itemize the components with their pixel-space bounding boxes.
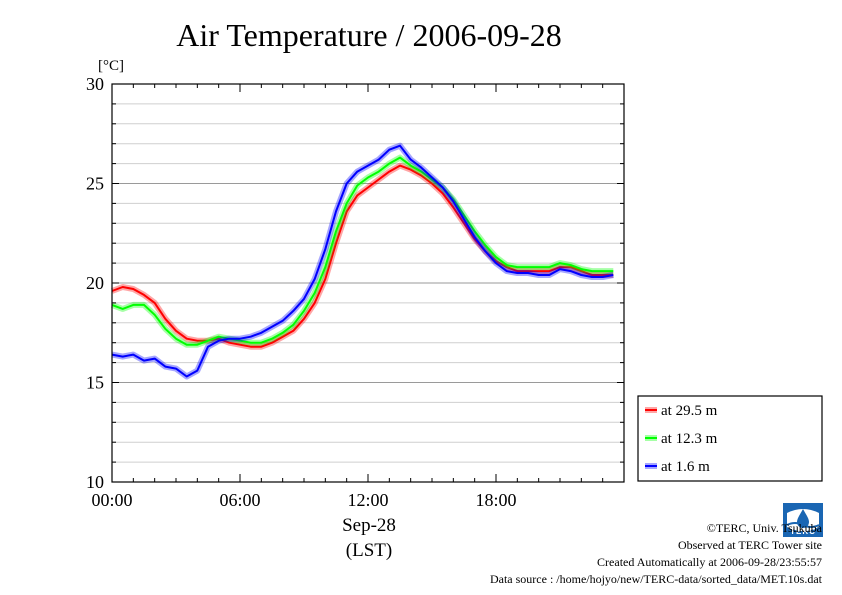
series-halo [110,154,614,348]
legend-label: at 29.5 m [661,403,718,419]
x-tick-label: 06:00 [219,490,260,510]
y-axis-label: [°C] [98,58,124,74]
gridlines [112,103,624,463]
x-tick-label: 00:00 [91,490,132,510]
legend-label: at 12.3 m [661,431,718,447]
x-axis-date-label: Sep-28 [342,515,396,536]
logo-text: TERC [790,527,816,536]
y-tick-label: 15 [86,373,104,393]
y-axis: 10 15 20 25 30 [86,74,624,492]
y-tick-label: 20 [86,273,104,293]
series-line [111,144,614,378]
chart-title: Air Temperature / 2006-09-28 [176,17,562,53]
legend: at 29.5 m at 12.3 m at 1.6 m [637,395,823,482]
series-layer [110,142,614,380]
footer-source: Data source : /home/hojyo/new/TERC-data/… [489,572,822,586]
series-halo [110,162,614,350]
y-tick-label: 25 [86,174,104,194]
x-tick-label: 18:00 [475,490,516,510]
series-line [111,156,614,346]
legend-box [637,395,823,482]
legend-label: at 1.6 m [661,459,710,475]
x-axis-timezone-label: (LST) [346,540,392,561]
x-axis: 00:00 06:00 12:00 18:00 [91,84,625,510]
series-line [111,164,614,348]
footer-copyright: ©TERC, Univ. Tsukuba [706,521,822,535]
y-tick-label: 30 [86,74,104,94]
footer-created: Created Automatically at 2006-09-28/23:5… [597,555,822,569]
terc-logo-icon: TERC [783,503,823,537]
footer-observed: Observed at TERC Tower site [677,538,822,552]
y-tick-label: 10 [86,472,104,492]
x-tick-label: 12:00 [347,490,388,510]
